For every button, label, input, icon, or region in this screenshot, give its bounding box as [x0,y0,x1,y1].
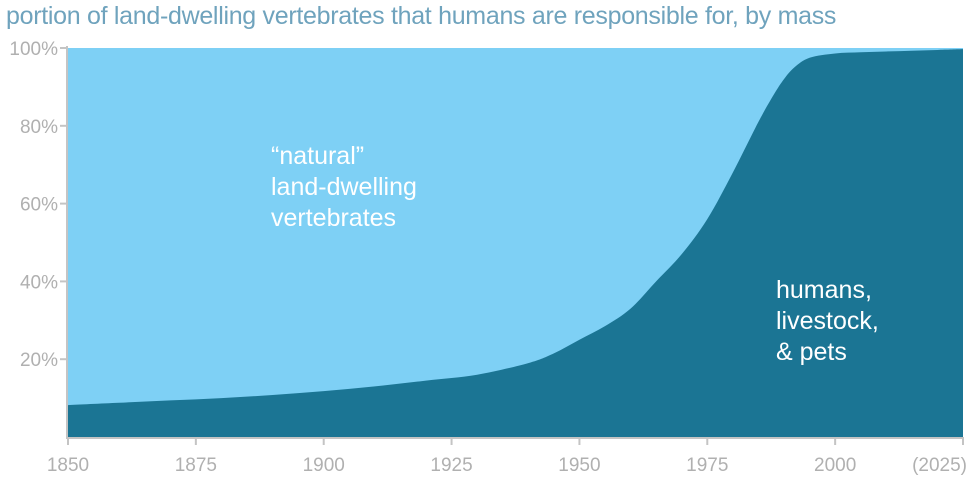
chart-title: portion of land-dwelling vertebrates tha… [6,2,837,30]
natural-vertebrates-label: “natural” land-dwelling vertebrates [271,142,417,232]
y-tick-label: 20% [20,350,58,371]
tick-labels: 1850 1875 1900 1925 1950 1975 2000 (2025) 20% 40%… [9,39,967,476]
y-tick-label: 100% [9,39,58,60]
area-labels: “natural” land-dwelling vertebrates humans,… [271,142,879,366]
y-tick-label: 40% [20,272,58,293]
x-tick-label: 2000 [814,455,856,476]
y-tick-label: 80% [20,117,58,138]
axes [60,46,964,445]
humans-livestock-pets-label: humans, livestock, & pets [776,276,879,366]
x-tick-label: 1900 [303,455,345,476]
x-tick-label: (2025) [912,455,967,476]
y-tick-label: 60% [20,195,58,216]
x-tick-label: 1950 [558,455,600,476]
x-tick-label: 1925 [430,455,472,476]
x-tick-label: 1975 [686,455,728,476]
x-tick-label: 1850 [47,455,89,476]
humans-livestock-pets-area [68,49,963,438]
x-tick-label: 1875 [175,455,217,476]
plot-areas [68,48,963,438]
